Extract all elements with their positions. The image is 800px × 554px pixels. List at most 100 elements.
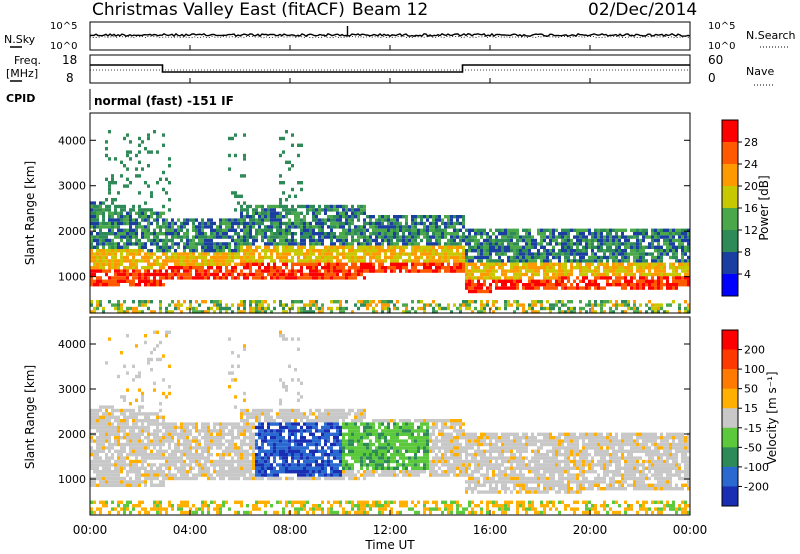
power-cell [642, 269, 645, 273]
power-cell [213, 269, 216, 273]
power-cell [105, 232, 108, 236]
power-cell [120, 218, 123, 222]
velocity-cell [264, 473, 267, 477]
power-cell [513, 286, 516, 290]
velocity-cell [234, 405, 237, 409]
power-cell [654, 283, 657, 287]
power-cell [327, 249, 330, 253]
velocity-cell [117, 470, 120, 474]
velocity-cell [144, 480, 147, 484]
power-cell [396, 252, 399, 256]
power-cell [486, 238, 489, 243]
power-cell [582, 279, 585, 283]
power-cell [612, 303, 615, 307]
power-cell [462, 215, 465, 219]
power-cell [450, 225, 453, 229]
power-cell [120, 174, 123, 178]
power-cell [204, 245, 207, 249]
power-cell [603, 286, 606, 290]
power-cell [612, 238, 615, 243]
power-cell [201, 300, 204, 304]
power-cell [291, 255, 294, 260]
velocity-cell [234, 446, 237, 450]
power-cell [486, 255, 489, 260]
velocity-cell [273, 453, 276, 457]
velocity-cell [105, 439, 108, 443]
velocity-cell [246, 449, 249, 453]
power-cell [561, 235, 564, 239]
power-cell [180, 221, 183, 226]
velocity-cell [222, 476, 225, 481]
power-cell [540, 228, 543, 232]
velocity-cell [165, 425, 168, 430]
power-cell [111, 181, 114, 185]
power-cell [564, 303, 567, 307]
power-cell [552, 272, 555, 277]
power-cell [390, 238, 393, 243]
velocity-cell [192, 439, 195, 443]
power-cell [399, 249, 402, 253]
power-cell [282, 242, 285, 246]
velocity-cell [96, 412, 99, 416]
power-cell [534, 245, 537, 249]
power-cell [336, 215, 339, 219]
power-cell [666, 245, 669, 249]
velocity-cell [123, 436, 126, 440]
power-cell [555, 283, 558, 287]
velocity-cell [267, 449, 270, 453]
power-cell [123, 259, 126, 263]
power-cell [90, 232, 93, 236]
power-cell [411, 242, 414, 246]
power-cell [159, 279, 162, 283]
power-cell [546, 272, 549, 277]
power-cell [291, 259, 294, 263]
power-cell [477, 276, 480, 280]
power-cell [474, 283, 477, 287]
power-cell [492, 276, 495, 280]
power-cell [327, 215, 330, 219]
power-cell [528, 286, 531, 290]
power-cell [468, 300, 471, 304]
power-cell [507, 279, 510, 283]
power-cell [666, 276, 669, 280]
power-cell [135, 306, 138, 311]
velocity-cell [246, 408, 249, 413]
power-cell [408, 225, 411, 229]
power-cell [333, 269, 336, 273]
power-cell [402, 252, 405, 256]
power-cell [246, 221, 249, 226]
power-cell [243, 306, 246, 311]
power-cell [243, 235, 246, 239]
power-cell [114, 232, 117, 236]
power-cell [180, 266, 183, 270]
power-cell [636, 238, 639, 243]
power-cell [234, 245, 237, 249]
velocity-cell [126, 470, 129, 474]
power-cell [114, 252, 117, 256]
power-cell [99, 279, 102, 283]
power-cell [153, 272, 156, 277]
power-cell [348, 245, 351, 249]
power-cell [150, 191, 153, 195]
velocity-cell [168, 473, 171, 477]
power-cell [378, 242, 381, 246]
power-cell [228, 306, 231, 311]
power-cell [606, 228, 609, 232]
power-cell [300, 269, 303, 273]
power-cell [522, 272, 525, 277]
power-cell [150, 300, 153, 304]
velocity-cell [111, 429, 114, 433]
velocity-cell [108, 470, 111, 474]
power-cell [405, 269, 408, 273]
power-cell [165, 238, 168, 243]
velocity-cell [111, 470, 114, 474]
power-cell [237, 218, 240, 222]
power-cell [483, 242, 486, 246]
power-cell [411, 245, 414, 249]
power-cell [393, 215, 396, 219]
power-cell [540, 306, 543, 311]
power-cell [177, 235, 180, 239]
power-cell [684, 300, 687, 304]
velocity-cell [228, 453, 231, 457]
power-cell [654, 269, 657, 273]
